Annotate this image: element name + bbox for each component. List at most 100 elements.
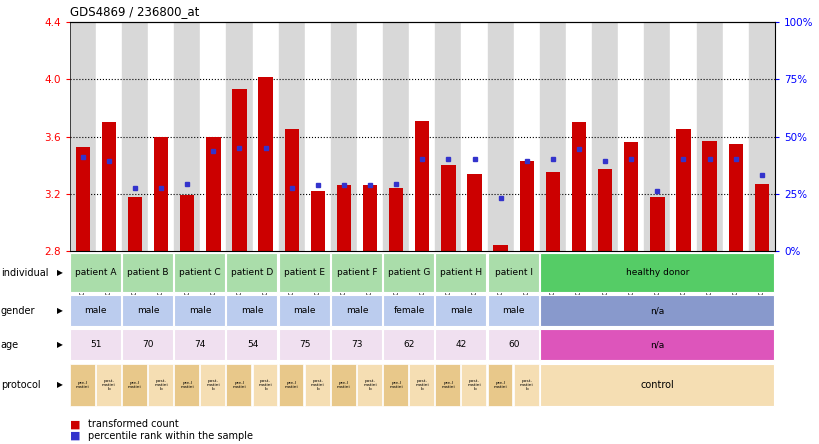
Bar <box>623 142 638 251</box>
Text: ■: ■ <box>70 420 80 429</box>
Bar <box>435 295 486 326</box>
Bar <box>649 197 663 251</box>
Text: transformed count: transformed count <box>88 420 179 429</box>
Bar <box>278 295 329 326</box>
Text: male: male <box>189 306 211 315</box>
Text: 75: 75 <box>299 340 310 349</box>
Bar <box>618 22 644 251</box>
Bar <box>670 22 695 251</box>
Text: individual: individual <box>1 268 48 278</box>
Bar <box>727 144 742 251</box>
Text: patient G: patient G <box>387 268 430 277</box>
Text: post-
matini
b: post- matini b <box>467 379 481 391</box>
Text: 74: 74 <box>194 340 206 349</box>
Bar <box>435 329 486 361</box>
Text: control: control <box>640 380 673 390</box>
Bar <box>461 22 487 251</box>
Text: 60: 60 <box>507 340 518 349</box>
Bar <box>695 22 722 251</box>
Bar <box>70 254 120 292</box>
Bar <box>388 188 403 251</box>
Bar <box>174 295 225 326</box>
Bar <box>467 174 481 251</box>
Bar <box>331 364 355 406</box>
Text: male: male <box>450 306 472 315</box>
Text: male: male <box>241 306 264 315</box>
Text: patient F: patient F <box>337 268 377 277</box>
Bar <box>539 329 772 361</box>
Text: patient H: patient H <box>440 268 482 277</box>
Bar <box>331 295 382 326</box>
Bar <box>435 22 461 251</box>
Bar <box>435 364 459 406</box>
Bar <box>174 364 199 406</box>
Bar <box>252 364 277 406</box>
Bar <box>102 122 116 251</box>
Bar <box>591 22 618 251</box>
Bar <box>174 329 225 361</box>
Text: post-
matini
b: post- matini b <box>102 379 115 391</box>
Bar <box>382 329 433 361</box>
Bar <box>539 364 772 406</box>
Bar <box>148 364 173 406</box>
Text: pre-l
matini: pre-l matini <box>337 381 351 389</box>
Bar <box>597 170 612 251</box>
Text: pre-l
matini: pre-l matini <box>180 381 194 389</box>
Text: post-
matini
b: post- matini b <box>519 379 533 391</box>
Bar <box>174 22 200 251</box>
Text: 70: 70 <box>143 340 154 349</box>
Bar <box>305 364 329 406</box>
Text: age: age <box>1 340 19 350</box>
Text: ▶: ▶ <box>57 340 63 349</box>
Bar <box>382 22 409 251</box>
Text: patient A: patient A <box>75 268 116 277</box>
Bar <box>409 22 435 251</box>
Bar <box>278 254 329 292</box>
Text: ■: ■ <box>70 431 80 440</box>
Bar <box>174 254 225 292</box>
Bar <box>382 295 433 326</box>
Bar <box>226 364 251 406</box>
Bar <box>487 295 538 326</box>
Bar <box>226 329 277 361</box>
Text: pre-l
matini: pre-l matini <box>128 381 142 389</box>
Bar <box>748 22 774 251</box>
Bar <box>435 254 486 292</box>
Text: patient D: patient D <box>231 268 274 277</box>
Bar <box>382 254 433 292</box>
Bar <box>122 364 147 406</box>
Bar <box>331 22 356 251</box>
Bar <box>122 329 173 361</box>
Bar <box>70 364 94 406</box>
Bar <box>539 254 772 292</box>
Bar <box>226 254 277 292</box>
Bar <box>70 329 120 361</box>
Text: patient B: patient B <box>127 268 169 277</box>
Text: post-
matini
b: post- matini b <box>259 379 272 391</box>
Text: male: male <box>137 306 159 315</box>
Bar <box>676 129 690 251</box>
Text: n/a: n/a <box>649 340 663 349</box>
Bar <box>513 22 539 251</box>
Text: female: female <box>393 306 424 315</box>
Text: pre-l
matini: pre-l matini <box>76 381 89 389</box>
Text: patient E: patient E <box>284 268 325 277</box>
Bar <box>487 364 512 406</box>
Text: male: male <box>502 306 524 315</box>
Bar <box>331 329 382 361</box>
Text: male: male <box>346 306 368 315</box>
Bar <box>644 22 670 251</box>
Text: ▶: ▶ <box>57 381 63 389</box>
Bar <box>461 364 486 406</box>
Bar <box>571 122 586 251</box>
Text: percentile rank within the sample: percentile rank within the sample <box>88 431 252 440</box>
Bar <box>122 295 173 326</box>
Text: 54: 54 <box>247 340 258 349</box>
Bar <box>232 89 247 251</box>
Bar <box>226 295 277 326</box>
Bar <box>258 76 273 251</box>
Text: post-
matini
b: post- matini b <box>154 379 168 391</box>
Bar <box>200 22 226 251</box>
Bar <box>284 129 298 251</box>
Text: gender: gender <box>1 305 35 316</box>
